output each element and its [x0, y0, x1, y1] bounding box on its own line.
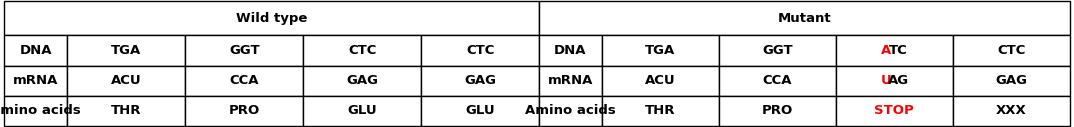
- Text: GAG: GAG: [996, 74, 1027, 87]
- Text: TGA: TGA: [645, 44, 676, 57]
- Bar: [303, 66, 421, 96]
- Text: Wild type: Wild type: [236, 12, 307, 25]
- Text: ACU: ACU: [111, 74, 142, 87]
- Bar: [539, 66, 601, 96]
- Text: PRO: PRO: [229, 104, 260, 117]
- Text: mRNA: mRNA: [548, 74, 593, 87]
- Bar: [421, 66, 539, 96]
- Text: GGT: GGT: [761, 44, 793, 57]
- Text: GLU: GLU: [465, 104, 495, 117]
- Text: DNA: DNA: [19, 44, 53, 57]
- Text: GAG: GAG: [346, 74, 378, 87]
- Text: GGT: GGT: [229, 44, 260, 57]
- Bar: [421, 96, 539, 126]
- Bar: [601, 36, 719, 66]
- Text: Amino acids: Amino acids: [0, 104, 82, 117]
- Text: TGA: TGA: [112, 44, 142, 57]
- Text: ACU: ACU: [644, 74, 676, 87]
- Text: CTC: CTC: [348, 44, 376, 57]
- Bar: [539, 36, 601, 66]
- Bar: [539, 96, 601, 126]
- Text: Mutant: Mutant: [778, 12, 831, 25]
- Bar: [186, 96, 303, 126]
- Text: A: A: [881, 44, 891, 57]
- Text: CCA: CCA: [230, 74, 259, 87]
- Text: STOP: STOP: [874, 104, 914, 117]
- Text: CTC: CTC: [466, 44, 494, 57]
- Bar: [186, 36, 303, 66]
- Bar: [68, 66, 186, 96]
- Bar: [601, 66, 719, 96]
- Bar: [836, 96, 953, 126]
- Text: PRO: PRO: [761, 104, 793, 117]
- Bar: [719, 96, 836, 126]
- Text: XXX: XXX: [996, 104, 1027, 117]
- Bar: [68, 96, 186, 126]
- Text: CTC: CTC: [997, 44, 1026, 57]
- Bar: [4, 96, 68, 126]
- Text: mRNA: mRNA: [13, 74, 59, 87]
- Bar: [421, 36, 539, 66]
- Bar: [719, 66, 836, 96]
- Text: CCA: CCA: [763, 74, 792, 87]
- Bar: [953, 66, 1070, 96]
- Bar: [303, 96, 421, 126]
- Text: U: U: [881, 74, 891, 87]
- Bar: [4, 36, 68, 66]
- Text: AG: AG: [888, 74, 909, 87]
- Bar: [601, 96, 719, 126]
- Bar: [836, 66, 953, 96]
- Text: Amino acids: Amino acids: [525, 104, 615, 117]
- Bar: [953, 36, 1070, 66]
- Bar: [303, 36, 421, 66]
- Text: TC: TC: [889, 44, 908, 57]
- Bar: [953, 96, 1070, 126]
- Bar: [719, 36, 836, 66]
- Bar: [836, 36, 953, 66]
- Bar: [4, 66, 68, 96]
- Text: GAG: GAG: [464, 74, 496, 87]
- Bar: [539, 1, 1070, 36]
- Text: GLU: GLU: [347, 104, 377, 117]
- Text: THR: THR: [111, 104, 142, 117]
- Text: DNA: DNA: [554, 44, 586, 57]
- Bar: [68, 36, 186, 66]
- Bar: [4, 1, 539, 36]
- Text: THR: THR: [645, 104, 676, 117]
- Bar: [186, 66, 303, 96]
